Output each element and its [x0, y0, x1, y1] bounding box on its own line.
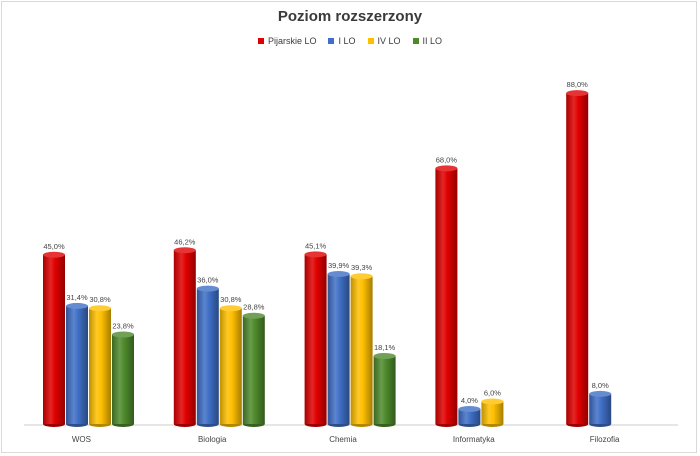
bar-pijarskie-lo-informatyka	[435, 165, 458, 427]
bar-top	[373, 352, 396, 359]
data-label: 31,4%	[66, 293, 88, 302]
bar-body	[304, 254, 327, 424]
bar-ii-lo-biologia	[242, 312, 265, 427]
bar-top	[589, 390, 612, 397]
legend-swatch	[257, 38, 264, 44]
category-label: Biologia	[198, 435, 227, 444]
bar-top	[196, 285, 219, 292]
bar-ii-lo-wos	[112, 331, 134, 427]
bar-pijarskie-lo-wos	[43, 251, 65, 427]
bar-body	[327, 273, 350, 424]
bar-body	[481, 401, 504, 424]
bar-i-lo-filozofia	[589, 390, 612, 427]
data-label: 88,0%	[567, 80, 589, 89]
chart-title: Poziom rozszerzony	[277, 8, 423, 25]
bar-body	[458, 408, 481, 424]
legend-item-ii-lo: II LO	[412, 36, 443, 46]
category-label: Filozofia	[590, 435, 620, 444]
bar-body	[43, 254, 65, 424]
legend-label: II LO	[422, 36, 443, 46]
bar-iv-lo-biologia	[219, 305, 242, 427]
bar-top	[304, 251, 327, 258]
legend-item-pijarskie-lo: Pijarskie LO	[257, 36, 317, 46]
bar-top	[458, 405, 481, 412]
data-label: 36,0%	[197, 276, 219, 285]
bar-top	[43, 251, 65, 258]
category-label: WOS	[72, 435, 91, 444]
bar-top	[112, 331, 134, 338]
bar-body	[89, 308, 111, 424]
legend-label: IV LO	[377, 36, 401, 46]
legend-swatch	[367, 38, 374, 44]
legend-swatch	[412, 38, 419, 44]
bar-top	[350, 273, 373, 280]
bar-body	[373, 355, 396, 424]
legend-swatch	[328, 38, 335, 44]
bar-top	[435, 165, 458, 172]
bar-top	[66, 302, 88, 309]
legend-label: I LO	[338, 36, 356, 46]
bar-top	[327, 270, 350, 277]
bar-body	[242, 315, 265, 424]
bar-body	[566, 93, 589, 425]
category-label: Chemia	[329, 435, 357, 444]
data-label: 30,8%	[89, 295, 111, 304]
bar-i-lo-informatyka	[458, 405, 481, 427]
bar-i-lo-biologia	[196, 285, 219, 427]
chart-legend: Pijarskie LO I LO IV LO II LO	[0, 36, 700, 46]
chart-floor	[24, 424, 678, 426]
bar-top	[242, 312, 265, 319]
bar-i-lo-wos	[66, 302, 88, 427]
bar-pijarskie-lo-chemia	[304, 251, 327, 427]
bar-top	[89, 305, 111, 312]
bar-body	[173, 250, 196, 424]
bar-body	[219, 308, 242, 424]
data-label: 45,1%	[305, 241, 327, 250]
data-label: 30,8%	[220, 295, 242, 304]
bar-iv-lo-chemia	[350, 273, 373, 427]
bar-body	[196, 288, 219, 424]
data-label: 18,1%	[374, 343, 396, 352]
bar-body	[112, 334, 134, 424]
bar-pijarskie-lo-filozofia	[566, 90, 589, 427]
bar-body	[66, 305, 88, 424]
data-label: 68,0%	[436, 155, 458, 164]
legend-label: Pijarskie LO	[267, 36, 317, 46]
data-label: 45,0%	[43, 242, 65, 251]
bar-body	[589, 393, 612, 424]
bar-top	[566, 90, 589, 97]
bar-iv-lo-wos	[89, 305, 111, 427]
bar-iv-lo-informatyka	[481, 398, 504, 427]
bar-top	[481, 398, 504, 405]
legend-item-iv-lo: IV LO	[367, 36, 401, 46]
data-label: 28,8%	[243, 303, 265, 312]
bar-i-lo-chemia	[327, 270, 350, 427]
bar-body	[350, 276, 373, 424]
bar-top	[173, 247, 196, 254]
data-label: 39,9%	[328, 261, 350, 270]
bar-pijarskie-lo-biologia	[173, 247, 196, 427]
bar-top	[219, 305, 242, 312]
category-label: Informatyka	[453, 435, 495, 444]
legend-item-i-lo: I LO	[328, 36, 356, 46]
bar-body	[435, 168, 458, 424]
data-label: 8,0%	[592, 381, 609, 390]
bar-ii-lo-chemia	[373, 352, 396, 427]
data-label: 6,0%	[484, 388, 501, 397]
data-label: 39,3%	[351, 263, 373, 272]
data-label: 23,8%	[112, 322, 134, 331]
data-label: 46,2%	[174, 237, 196, 246]
data-label: 4,0%	[461, 396, 478, 405]
